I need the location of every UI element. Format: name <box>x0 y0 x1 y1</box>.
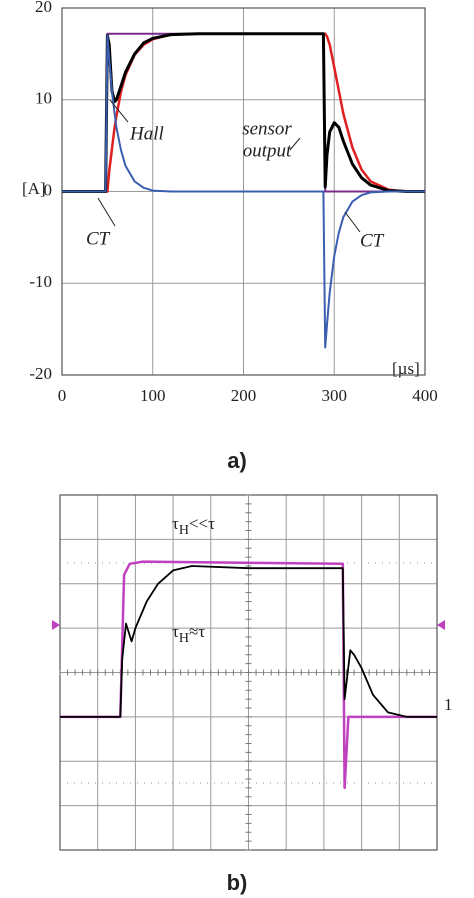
leader-line <box>344 211 361 233</box>
y-unit: [A] <box>22 179 46 198</box>
annotation-rest: <<τ <box>189 514 215 533</box>
annotation-symbol: τ <box>172 514 179 533</box>
x-tick-label: 400 <box>412 386 438 405</box>
annotation: CT <box>86 228 111 249</box>
annotation-rest: ≈τ <box>189 622 205 641</box>
trigger-marker <box>52 620 60 630</box>
annotation: output <box>243 140 292 161</box>
annotation: τH≈τ <box>172 622 205 646</box>
annotation-symbol: τ <box>172 622 179 641</box>
caption: b) <box>227 870 248 895</box>
leader-line <box>109 99 129 123</box>
y-tick-label: -10 <box>29 272 52 291</box>
annotation: τH<<τ <box>172 514 215 538</box>
y-tick-label: 0 <box>44 180 53 199</box>
x-tick-label: 200 <box>231 386 257 405</box>
annotation: CT <box>360 230 385 251</box>
annotation-sub: H <box>179 631 189 646</box>
annotation: Hall <box>129 123 164 144</box>
y-tick-label: -20 <box>29 364 52 383</box>
x-unit: [µs] <box>392 359 420 378</box>
annotation-sub: H <box>179 523 189 538</box>
trigger-marker <box>437 620 445 630</box>
annotation: sensor <box>242 118 292 139</box>
caption: a) <box>227 448 247 473</box>
x-tick-label: 0 <box>58 386 67 405</box>
leader-line <box>289 137 301 151</box>
y-tick-label: 20 <box>35 0 52 16</box>
channel-label: 1 <box>444 695 453 714</box>
series-line <box>62 34 425 349</box>
leader-line <box>97 197 116 227</box>
x-tick-label: 100 <box>140 386 166 405</box>
y-tick-label: 10 <box>35 89 52 108</box>
x-tick-label: 300 <box>322 386 348 405</box>
series-line <box>60 565 437 718</box>
